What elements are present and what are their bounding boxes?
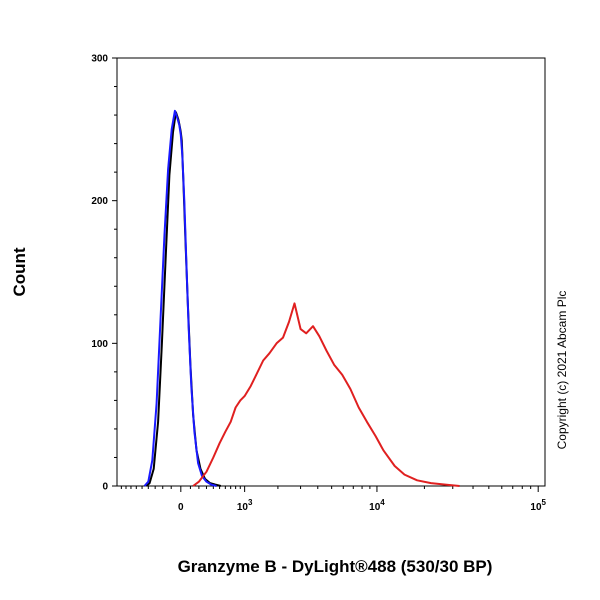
y-axis: 0 100 200 300 <box>91 54 117 493</box>
y-tick-label: 200 <box>91 196 108 207</box>
x-tick-label: 104 <box>369 498 385 513</box>
x-axis: 0 103 104 105 <box>120 486 547 513</box>
x-axis-title: Granzyme B - DyLight®488 (530/30 BP) <box>178 557 493 576</box>
x-tick-label: 103 <box>237 498 253 513</box>
series-layer <box>143 109 460 487</box>
y-tick-label: 300 <box>91 54 108 65</box>
copyright-notice: Copyright (c) 2021 Abcam Plc <box>555 291 569 450</box>
series-line-2 <box>143 109 217 487</box>
y-tick-label: 0 <box>102 482 108 493</box>
y-axis-title: Count <box>10 247 29 296</box>
y-tick-label: 100 <box>91 339 108 350</box>
plot-frame <box>116 57 546 487</box>
series-line-3 <box>192 302 460 487</box>
x-tick-label: 0 <box>178 502 184 513</box>
x-tick-label: 105 <box>530 498 546 513</box>
